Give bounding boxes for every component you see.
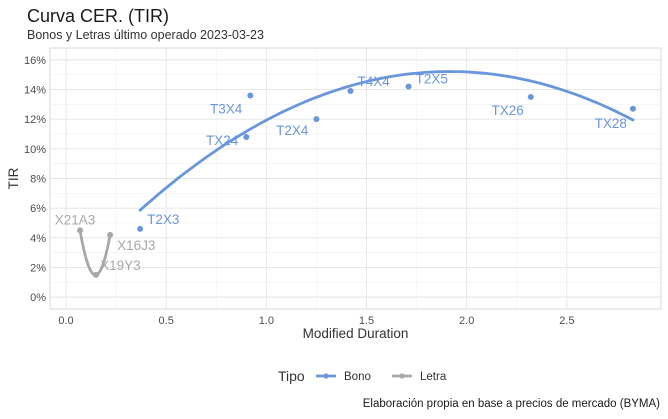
data-point-x16j3 bbox=[107, 231, 114, 238]
y-tick-label: 8% bbox=[30, 174, 46, 186]
x-axis-title: Modified Duration bbox=[303, 326, 409, 341]
point-label-tx24: TX24 bbox=[206, 133, 239, 148]
y-tick-label: 14% bbox=[24, 85, 46, 97]
y-tick-label: 4% bbox=[30, 233, 46, 245]
data-point-tx24 bbox=[243, 133, 250, 140]
y-tick-label: 10% bbox=[24, 144, 46, 156]
x-tick-label: 0.5 bbox=[159, 315, 174, 327]
point-label-x16j3: X16J3 bbox=[117, 238, 155, 253]
y-tick-label: 2% bbox=[30, 262, 46, 274]
x-tick-label: 2.0 bbox=[459, 315, 474, 327]
data-point-t3x4 bbox=[247, 92, 254, 99]
data-point-x19y3 bbox=[93, 271, 100, 278]
data-point-t2x4 bbox=[313, 116, 320, 123]
legend-label-letra: Letra bbox=[420, 371, 447, 383]
chart-caption: Elaboración propia en base a precios de … bbox=[362, 398, 660, 410]
data-point-t2x5 bbox=[405, 83, 412, 90]
x-tick-label: 0.0 bbox=[58, 315, 73, 327]
point-label-x21a3: X21A3 bbox=[55, 212, 96, 227]
data-point-tx26 bbox=[527, 93, 534, 100]
y-tick-label: 0% bbox=[30, 292, 46, 304]
chart-subtitle: Bonos y Letras último operado 2023-03-23 bbox=[27, 28, 264, 42]
legend-title: Tipo bbox=[278, 368, 305, 384]
data-point-x21a3 bbox=[77, 227, 84, 234]
legend-label-bono: Bono bbox=[344, 371, 371, 383]
point-label-t2x3: T2X3 bbox=[147, 212, 179, 227]
y-tick-label: 16% bbox=[24, 55, 46, 67]
point-label-tx26: TX26 bbox=[492, 103, 524, 118]
point-label-t2x5: T2X5 bbox=[416, 72, 448, 87]
x-tick-label: 2.5 bbox=[559, 315, 574, 327]
chart-title: Curva CER. (TIR) bbox=[27, 6, 170, 26]
point-label-x19y3: X19Y3 bbox=[100, 258, 141, 273]
y-axis-title: TIR bbox=[6, 167, 21, 189]
legend-key-point-bono bbox=[323, 373, 329, 379]
legend-key-point-letra bbox=[399, 373, 405, 379]
data-point-t4x4 bbox=[347, 88, 354, 95]
data-point-tx28 bbox=[629, 105, 636, 112]
point-label-t4x4: T4X4 bbox=[357, 74, 390, 89]
data-point-t2x3 bbox=[137, 225, 144, 232]
x-tick-label: 1.0 bbox=[259, 315, 274, 327]
fit-line-bono bbox=[138, 70, 635, 212]
y-tick-label: 12% bbox=[24, 114, 46, 126]
x-tick-label: 1.5 bbox=[359, 315, 374, 327]
point-label-t2x4: T2X4 bbox=[276, 123, 309, 138]
y-tick-label: 6% bbox=[30, 203, 46, 215]
point-label-t3x4: T3X4 bbox=[210, 101, 243, 116]
point-label-tx28: TX28 bbox=[595, 116, 627, 131]
